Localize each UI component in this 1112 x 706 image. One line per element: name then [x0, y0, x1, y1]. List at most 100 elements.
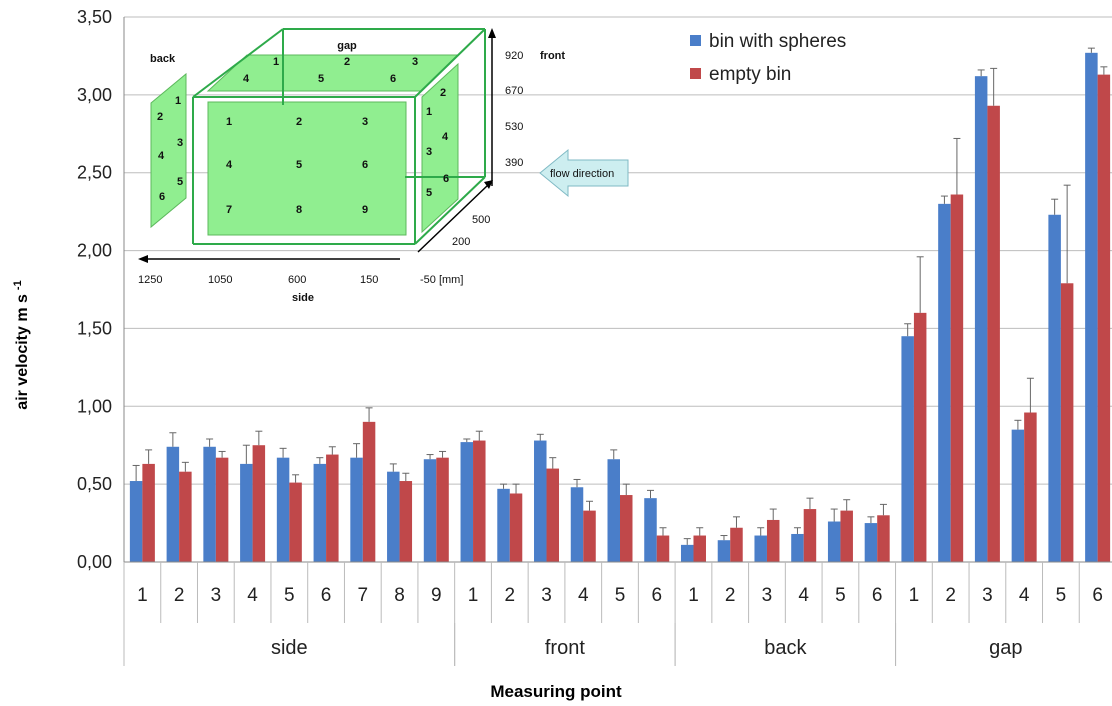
- bar-spheres: [350, 458, 363, 562]
- bar-spheres: [608, 459, 621, 562]
- legend-label-empty: empty bin: [709, 64, 791, 85]
- x-tick-label: 4: [578, 585, 589, 606]
- bar-spheres: [314, 464, 327, 562]
- bar-spheres: [571, 487, 584, 562]
- x-tick-label: 6: [651, 585, 662, 606]
- inset-side-num-8: 8: [296, 204, 302, 216]
- bar-empty: [142, 464, 155, 562]
- x-tick-label: 1: [468, 585, 479, 606]
- bar-spheres: [387, 472, 400, 562]
- bar-empty: [253, 445, 266, 562]
- inset-gap-num-2: 2: [344, 56, 350, 68]
- group-label: side: [271, 637, 308, 659]
- inset-back-num-2: 2: [157, 111, 163, 123]
- x-tick-label: 4: [1019, 585, 1030, 606]
- x-tick-label: 1: [688, 585, 699, 606]
- group-label: front: [545, 637, 585, 659]
- x-tick-label: 5: [1056, 585, 1067, 606]
- y-axis-label: air velocity m s-1: [12, 280, 31, 409]
- bar-spheres: [865, 523, 878, 562]
- x-tick-label: 9: [431, 585, 442, 606]
- inset-front-num-b: 1: [426, 106, 432, 118]
- inset-gap-num-3: 3: [412, 56, 418, 68]
- bar-empty: [473, 441, 486, 562]
- legend: bin with spheres empty bin: [690, 31, 846, 85]
- bar-spheres: [167, 447, 180, 562]
- bar-spheres: [424, 459, 437, 562]
- inset-gap-num-1: 1: [273, 56, 279, 68]
- inset-front-num-c: 4: [442, 131, 449, 143]
- inset-gap-num-6: 6: [390, 73, 396, 85]
- inset-front-num-d: 3: [426, 146, 432, 158]
- y-tick-label: 3,50: [77, 7, 112, 27]
- bar-empty: [693, 536, 706, 562]
- bar-spheres: [901, 336, 914, 562]
- inset-side-num-7: 7: [226, 204, 232, 216]
- bar-empty: [216, 458, 229, 562]
- bar-empty: [804, 509, 817, 562]
- x-tick-label: 2: [945, 585, 956, 606]
- inset-side-num-5: 5: [296, 159, 302, 171]
- x-tick-label: 5: [284, 585, 295, 606]
- bar-empty: [179, 472, 192, 562]
- bar-empty: [987, 106, 1000, 562]
- bar-empty: [547, 469, 560, 562]
- inset-diagram: gap back front side 1 2 3 4 5 6 1 2 3 4 …: [138, 28, 628, 304]
- bar-empty: [436, 458, 449, 562]
- bar-empty: [840, 511, 853, 562]
- bar-empty: [289, 483, 302, 562]
- inset-length-600: 600: [288, 274, 306, 286]
- x-tick-label: 6: [872, 585, 883, 606]
- bar-empty: [877, 515, 890, 562]
- inset-length-neg50: -50 [mm]: [420, 274, 463, 286]
- bar-empty: [657, 536, 670, 562]
- bar-empty: [1061, 283, 1074, 562]
- bar-spheres: [1085, 53, 1098, 562]
- bar-spheres: [1012, 430, 1025, 562]
- inset-back-num-1: 1: [175, 95, 181, 107]
- inset-length-150: 150: [360, 274, 378, 286]
- x-tick-label: 3: [762, 585, 773, 606]
- bar-spheres: [718, 540, 731, 562]
- bar-empty: [767, 520, 780, 562]
- x-tick-label: 4: [247, 585, 258, 606]
- x-tick-labels: 1 2 3 4 5 6 7 8 9 1 2 3 4 5 6 1 2 3 4 5 6 1 2 3 4 5 6 side front back…: [137, 585, 1103, 659]
- inset-back-num-5: 5: [177, 176, 183, 188]
- bar-empty: [620, 495, 633, 562]
- inset-gap-num-4: 4: [243, 73, 250, 85]
- bar-spheres: [644, 498, 657, 562]
- inset-height-670: 670: [505, 85, 523, 97]
- inset-back-num-3: 3: [177, 137, 183, 149]
- y-tick-labels: 0,000,501,001,502,002,503,003,50: [77, 7, 112, 572]
- bar-spheres: [461, 442, 474, 562]
- inset-height-390: 390: [505, 157, 523, 169]
- inset-side-num-6: 6: [362, 159, 368, 171]
- y-axis-label-text: air velocity m s: [14, 294, 31, 410]
- bar-empty: [951, 195, 964, 562]
- bar-empty: [400, 481, 413, 562]
- x-tick-label: 6: [1092, 585, 1103, 606]
- inset-front-num-e: 6: [443, 173, 449, 185]
- x-tick-label: 3: [541, 585, 552, 606]
- y-tick-label: 3,00: [77, 85, 112, 105]
- inset-side-num-9: 9: [362, 204, 368, 216]
- bar-spheres: [938, 204, 951, 562]
- inset-side-panel: [208, 102, 406, 235]
- y-tick-label: 2,00: [77, 241, 112, 261]
- legend-swatch-spheres: [690, 35, 701, 46]
- bar-empty: [914, 313, 927, 562]
- bar-empty: [730, 528, 743, 562]
- x-tick-label: 3: [982, 585, 993, 606]
- x-tick-label: 1: [137, 585, 148, 606]
- inset-gap-label: gap: [337, 40, 357, 52]
- inset-back-num-4: 4: [158, 150, 165, 162]
- x-tick-label: 1: [909, 585, 920, 606]
- legend-label-spheres: bin with spheres: [709, 31, 846, 52]
- x-tick-label: 7: [358, 585, 369, 606]
- inset-depth-200: 200: [452, 236, 470, 248]
- y-tick-label: 1,00: [77, 396, 112, 416]
- x-tick-label: 2: [725, 585, 736, 606]
- x-tick-label: 2: [174, 585, 185, 606]
- y-tick-label: 2,50: [77, 163, 112, 183]
- inset-front-num-f: 5: [426, 187, 432, 199]
